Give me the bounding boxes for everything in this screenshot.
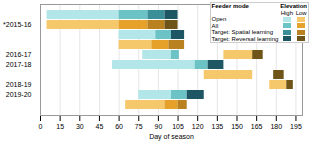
svg-text:2019-20: 2019-20 [6, 91, 32, 98]
html-text:Feeder mode: Feeder mode [211, 3, 249, 9]
svg-text:75: 75 [135, 123, 143, 130]
svg-text:90: 90 [155, 123, 163, 130]
svg-text:150: 150 [231, 123, 243, 130]
html-text:Target: Reversal learning: Target: Reversal learning [211, 35, 279, 42]
svg-text:180: 180 [270, 123, 282, 130]
svg-text:105: 105 [172, 123, 184, 130]
svg-text:30: 30 [76, 123, 84, 130]
svg-text:165: 165 [251, 123, 263, 130]
svg-text:60: 60 [115, 123, 123, 130]
svg-text:135: 135 [212, 123, 224, 130]
html-text:Target: Spatial learning: Target: Spatial learning [211, 29, 273, 35]
svg-text:2017-18: 2017-18 [6, 61, 32, 68]
svg-text:2016-17: 2016-17 [6, 51, 32, 58]
svg-text:*2015-16: *2015-16 [3, 21, 32, 28]
html-text:All: All [211, 22, 219, 29]
svg-text:Day of season: Day of season [149, 133, 194, 141]
html-text:High Low: High Low [280, 9, 307, 16]
svg-text:15: 15 [56, 123, 64, 130]
html-text:Open: Open [211, 16, 227, 22]
svg-text:45: 45 [96, 123, 104, 130]
svg-text:0: 0 [39, 123, 43, 130]
html-text:Elevation: Elevation [280, 3, 307, 9]
svg-text:2018-19: 2018-19 [6, 81, 32, 88]
svg-text:120: 120 [192, 123, 204, 130]
svg-text:195: 195 [290, 123, 302, 130]
